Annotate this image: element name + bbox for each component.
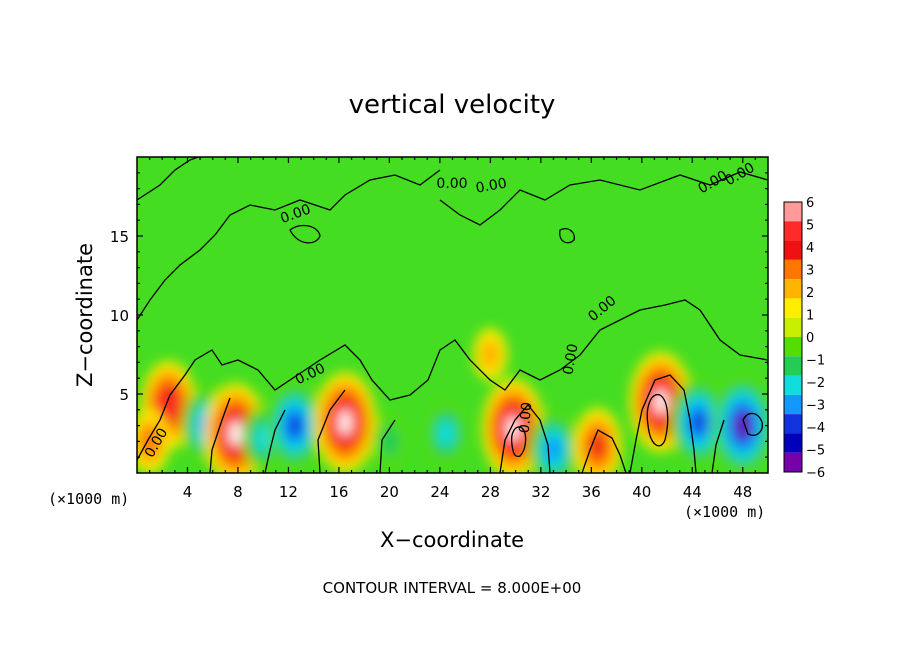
- colorbar-label-2: 4: [806, 241, 814, 256]
- colorbar-label-8: −2: [806, 376, 825, 391]
- colorbar-swatch-4: [784, 279, 802, 299]
- x-tick-label-28: 28: [481, 483, 500, 501]
- colorbar-label-12: −6: [806, 466, 825, 481]
- feature-3-core: [229, 421, 242, 446]
- colorbar-label-0: 6: [806, 196, 814, 211]
- y-tick-label-10: 10: [110, 307, 129, 325]
- heatmap-features: [137, 328, 768, 473]
- y-tick-label-5: 5: [119, 386, 129, 404]
- feature-13-core: [655, 389, 667, 415]
- colorbar-frame: [783, 201, 803, 473]
- contour-interval-note: CONTOUR INTERVAL = 8.000E+00: [323, 579, 582, 597]
- colorbar-swatch-7: [784, 337, 802, 357]
- colorbar-label-3: 3: [806, 264, 814, 279]
- contour-lines: [137, 157, 768, 473]
- x-tick-label-44: 44: [683, 483, 702, 501]
- colorbar: 6 5 4 3 2 1 0 −1 −2 −3 −4 −5 −6: [783, 196, 825, 481]
- colorbar-swatch-3: [784, 259, 802, 280]
- colorbar-swatch-9: [784, 375, 802, 395]
- feature-8-level-3: [437, 419, 455, 448]
- feature-6-core: [339, 409, 351, 435]
- colorbar-swatch-0: [784, 202, 802, 222]
- colorbar-swatch-2: [784, 240, 802, 260]
- colorbar-swatch-1: [784, 221, 802, 241]
- colorbar-swatch-6: [784, 317, 802, 337]
- feature-5-level-5: [287, 413, 303, 438]
- chart-title: vertical velocity: [349, 90, 556, 120]
- axis-ticks: [137, 157, 768, 473]
- colorbar-label-10: −4: [806, 421, 825, 436]
- colorbar-label-9: −3: [806, 399, 825, 414]
- x-tick-label-48: 48: [733, 483, 752, 501]
- colorbar-swatch-8: [784, 356, 802, 376]
- colorbar-label-6: 0: [806, 331, 814, 346]
- contour-label-1: 0.00: [475, 175, 508, 196]
- x-tick-label-12: 12: [279, 483, 298, 501]
- heatmap-field: [137, 157, 768, 473]
- contour-label-9: 0.00: [560, 343, 581, 376]
- colorbar-label-7: −1: [806, 354, 825, 369]
- feature-14-level-5: [691, 410, 707, 435]
- contour-label-8: 0.00: [517, 401, 536, 433]
- feature-15-core: [737, 413, 749, 439]
- colorbar-swatch-13: [784, 452, 802, 472]
- colorbar-swatch-5: [784, 298, 802, 318]
- x-unit-right: (×1000 m): [684, 503, 765, 521]
- x-unit-left: (×1000 m): [48, 490, 129, 508]
- x-tick-label-20: 20: [380, 483, 399, 501]
- y-axis-label: Z−coordinate: [73, 243, 97, 387]
- x-tick-label-40: 40: [632, 483, 651, 501]
- feature-2-level-3: [140, 427, 159, 456]
- y-tick-label-15: 15: [110, 228, 129, 246]
- feature-10-core: [507, 416, 519, 442]
- feature-0-level-5: [161, 393, 177, 418]
- x-tick-label-24: 24: [430, 483, 449, 501]
- x-tick-label-16: 16: [329, 483, 348, 501]
- x-tick-label-36: 36: [582, 483, 601, 501]
- feature-7-level-2: [379, 425, 400, 457]
- colorbar-swatch-10: [784, 394, 802, 415]
- colorbar-swatch-11: [784, 414, 802, 434]
- x-tick-label-32: 32: [531, 483, 550, 501]
- contour-label-0: 0.00: [436, 176, 467, 192]
- colorbar-swatch-12: [784, 433, 802, 453]
- feature-11-level-4: [545, 436, 562, 462]
- feature-9-level-2: [480, 338, 501, 371]
- x-tick-label-8: 8: [233, 483, 243, 501]
- colorbar-label-1: 5: [806, 219, 814, 234]
- colorbar-label-5: 1: [806, 309, 814, 324]
- x-tick-label-4: 4: [183, 483, 193, 501]
- colorbar-label-11: −5: [806, 444, 825, 459]
- colorbar-label-4: 2: [806, 286, 814, 301]
- x-axis-label: X−coordinate: [380, 528, 524, 552]
